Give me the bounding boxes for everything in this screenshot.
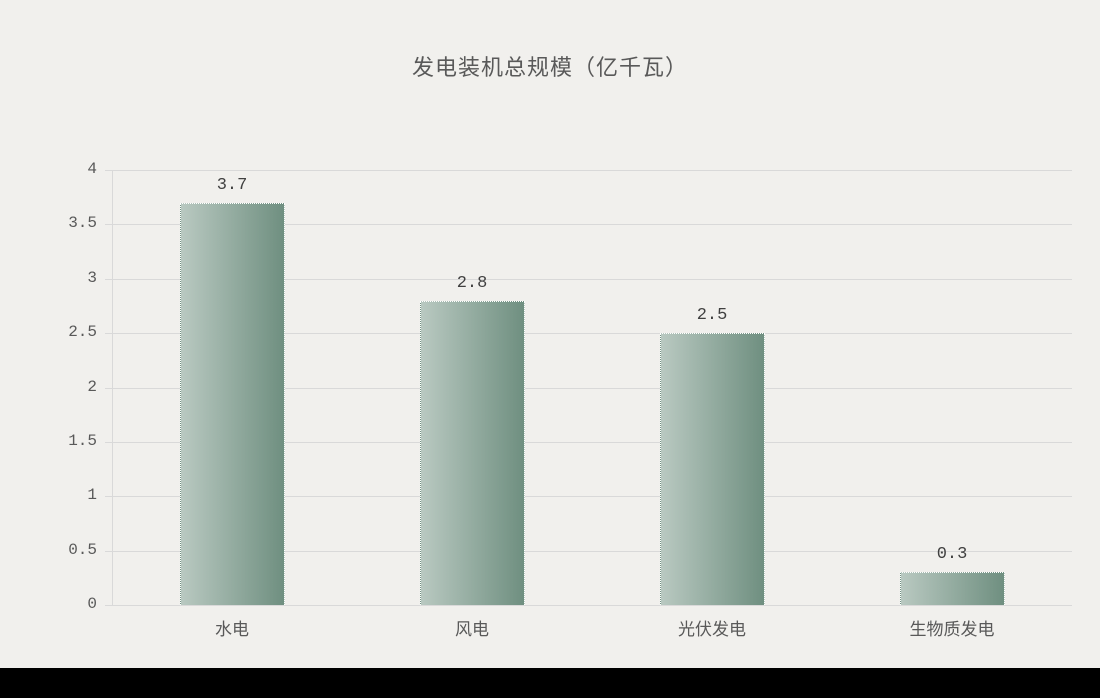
y-tick: [105, 388, 112, 389]
footer-strip: [0, 668, 1100, 698]
bar: [900, 572, 1005, 605]
bar: [180, 203, 285, 605]
bar: [660, 333, 765, 605]
y-axis-label: 4: [52, 160, 97, 178]
y-tick: [105, 605, 112, 606]
gridline: [112, 170, 1072, 171]
y-tick: [105, 333, 112, 334]
y-axis-label: 0.5: [52, 541, 97, 559]
y-tick: [105, 496, 112, 497]
y-tick: [105, 442, 112, 443]
x-axis-label: 生物质发电: [872, 615, 1032, 640]
y-axis-label: 3: [52, 269, 97, 287]
y-axis-label: 1: [52, 486, 97, 504]
x-axis-label: 风电: [392, 615, 552, 640]
value-label: 2.5: [662, 306, 762, 325]
y-axis-label: 2: [52, 378, 97, 396]
gridline: [112, 605, 1072, 606]
y-axis-label: 2.5: [52, 323, 97, 341]
y-axis-label: 0: [52, 595, 97, 613]
bar: [420, 301, 525, 606]
x-axis-label: 光伏发电: [632, 615, 792, 640]
value-label: 3.7: [182, 176, 282, 195]
y-tick: [105, 279, 112, 280]
plot-area: [112, 170, 1072, 605]
x-axis-label: 水电: [152, 615, 312, 640]
y-tick: [105, 551, 112, 552]
value-label: 2.8: [422, 274, 522, 293]
page: 发电装机总规模（亿千瓦） 0 0.5 1 1.5 2 2.5 3 3.5 4 3.7 水电 2.8 风电…: [0, 0, 1100, 698]
value-label: 0.3: [902, 545, 1002, 564]
y-axis-label: 3.5: [52, 214, 97, 232]
y-tick: [105, 224, 112, 225]
chart-title: 发电装机总规模（亿千瓦）: [0, 50, 1100, 82]
y-axis-label: 1.5: [52, 432, 97, 450]
y-tick: [105, 170, 112, 171]
